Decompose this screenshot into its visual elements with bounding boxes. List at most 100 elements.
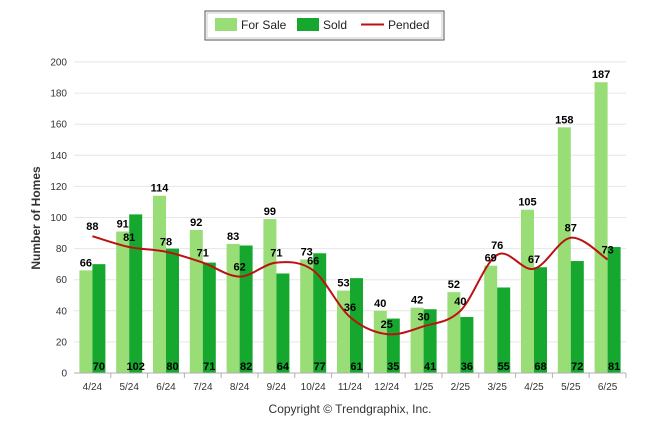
bar-for-sale-7 <box>337 290 350 373</box>
legend-label-for-sale: For Sale <box>241 18 287 32</box>
data-label-sold-7: 61 <box>350 361 362 373</box>
data-label-for-sale-10: 52 <box>448 279 460 291</box>
x-tick-label-1-25: 1/25 <box>414 382 434 393</box>
x-tick-label-11-24: 11/24 <box>338 382 363 393</box>
legend-label-sold: Sold <box>323 18 347 32</box>
axes: 0 20 40 60 80 100 120 140 160 180 200 4/24 5/24 6/24 7… <box>50 58 627 393</box>
data-label-sold-13: 72 <box>571 361 583 373</box>
bar-for-sale-0 <box>79 270 93 373</box>
data-label-pended-11: 76 <box>491 240 503 252</box>
bar-for-sale-2 <box>153 195 166 373</box>
x-tick-label-9-24: 9/24 <box>267 382 287 393</box>
bar-for-sale-12 <box>521 209 534 373</box>
x-tick-label-3-25: 3/25 <box>487 382 507 393</box>
bar-for-sale-1 <box>116 231 130 373</box>
y-tick-label-120: 120 <box>50 182 67 193</box>
y-tick-label-200: 200 <box>50 58 67 69</box>
data-label-for-sale-6: 73 <box>301 246 313 258</box>
x-tick-label-5-25: 5/25 <box>561 382 581 393</box>
y-tick-label-180: 180 <box>50 89 67 100</box>
x-tick-label-6-25: 6/25 <box>598 382 618 393</box>
data-label-for-sale-11: 69 <box>485 253 497 265</box>
data-label-sold-1: 102 <box>127 361 145 373</box>
copyright-text: Copyright © Trendgraphix, Inc. <box>269 402 432 416</box>
data-label-for-sale-14: 187 <box>592 69 610 81</box>
data-label-sold-9: 41 <box>424 361 436 373</box>
data-label-sold-2: 80 <box>166 361 178 373</box>
data-label-for-sale-13: 158 <box>555 114 573 126</box>
data-label-pended-14: 73 <box>601 244 613 256</box>
data-label-pended-8: 25 <box>381 319 393 331</box>
x-tick-label-4-24: 4/24 <box>83 382 103 393</box>
pended-line-series <box>92 235 609 336</box>
bar-sold-6 <box>313 253 327 373</box>
data-labels: 66 70 91 102 114 80 92 71 83 82 99 64 73 77 53 61 40 35 42… <box>80 69 620 373</box>
x-tick-label-6-24: 6/24 <box>156 382 176 393</box>
legend-box <box>204 10 445 41</box>
bar-for-sale-10 <box>447 292 461 373</box>
bar-sold-8 <box>386 318 400 373</box>
data-label-sold-6: 77 <box>314 361 326 373</box>
data-label-pended-13: 87 <box>565 223 577 235</box>
x-tick-label-12-24: 12/24 <box>374 382 399 393</box>
bar-sold-2 <box>166 248 179 373</box>
bar-for-sale-8 <box>373 310 387 373</box>
bar-sold-1 <box>129 214 143 373</box>
bar-sold-11 <box>497 287 511 373</box>
data-label-pended-9: 30 <box>417 311 429 323</box>
y-tick-label-140: 140 <box>50 151 67 162</box>
bar-for-sale-14 <box>594 82 608 373</box>
pended-line <box>92 235 609 336</box>
bar-sold-4 <box>239 245 253 373</box>
bars <box>79 82 621 373</box>
y-tick-label-60: 60 <box>56 275 68 286</box>
data-label-sold-4: 82 <box>240 361 252 373</box>
bar-sold-12 <box>534 267 547 373</box>
bar-sold-10 <box>460 317 474 373</box>
bar-sold-14 <box>607 247 621 373</box>
data-label-sold-8: 35 <box>387 361 399 373</box>
data-label-pended-0: 88 <box>86 221 98 233</box>
bar-for-sale-6 <box>300 259 314 373</box>
legend-swatch-sold <box>297 18 319 31</box>
x-tick-label-2-25: 2/25 <box>451 382 471 393</box>
x-tick-label-4-25: 4/25 <box>524 382 544 393</box>
data-label-pended-5: 71 <box>270 248 282 260</box>
data-label-sold-0: 70 <box>93 361 105 373</box>
bar-for-sale-11 <box>484 265 498 373</box>
y-axis-title: Number of Homes <box>29 166 43 270</box>
bar-sold-0 <box>92 264 106 373</box>
y-tick-label-80: 80 <box>56 244 68 255</box>
data-label-sold-10: 36 <box>461 361 473 373</box>
data-label-pended-3: 71 <box>197 248 209 260</box>
y-tick-label-20: 20 <box>56 337 68 348</box>
data-label-for-sale-8: 40 <box>374 298 386 310</box>
data-label-pended-4: 62 <box>233 262 245 274</box>
bar-sold-13 <box>570 261 584 373</box>
bar-sold-5 <box>276 273 290 373</box>
x-tick-label-7-24: 7/24 <box>193 382 213 393</box>
data-label-sold-14: 81 <box>608 361 620 373</box>
x-tick-label-5-24: 5/24 <box>119 382 139 393</box>
legend-inner-frame <box>206 12 443 39</box>
bar-sold-7 <box>350 278 363 373</box>
data-label-pended-12: 67 <box>528 254 540 266</box>
data-label-pended-2: 78 <box>160 237 172 249</box>
y-tick-label-160: 160 <box>50 120 67 131</box>
data-label-sold-12: 68 <box>534 361 546 373</box>
bar-for-sale-13 <box>557 127 571 373</box>
data-label-sold-3: 71 <box>203 361 215 373</box>
bar-for-sale-3 <box>189 229 203 373</box>
legend-label-pended: Pended <box>388 18 429 32</box>
data-label-for-sale-4: 83 <box>227 231 239 243</box>
data-label-for-sale-3: 92 <box>190 217 202 229</box>
data-label-for-sale-1: 91 <box>117 218 129 230</box>
y-tick-label-100: 100 <box>50 213 67 224</box>
y-tick-label-40: 40 <box>56 306 68 317</box>
x-tick-label-10-24: 10/24 <box>301 382 326 393</box>
data-label-pended-7: 36 <box>344 302 356 314</box>
data-label-for-sale-2: 114 <box>151 183 170 195</box>
data-label-pended-6: 66 <box>307 255 319 267</box>
x-tick-label-8-24: 8/24 <box>230 382 250 393</box>
